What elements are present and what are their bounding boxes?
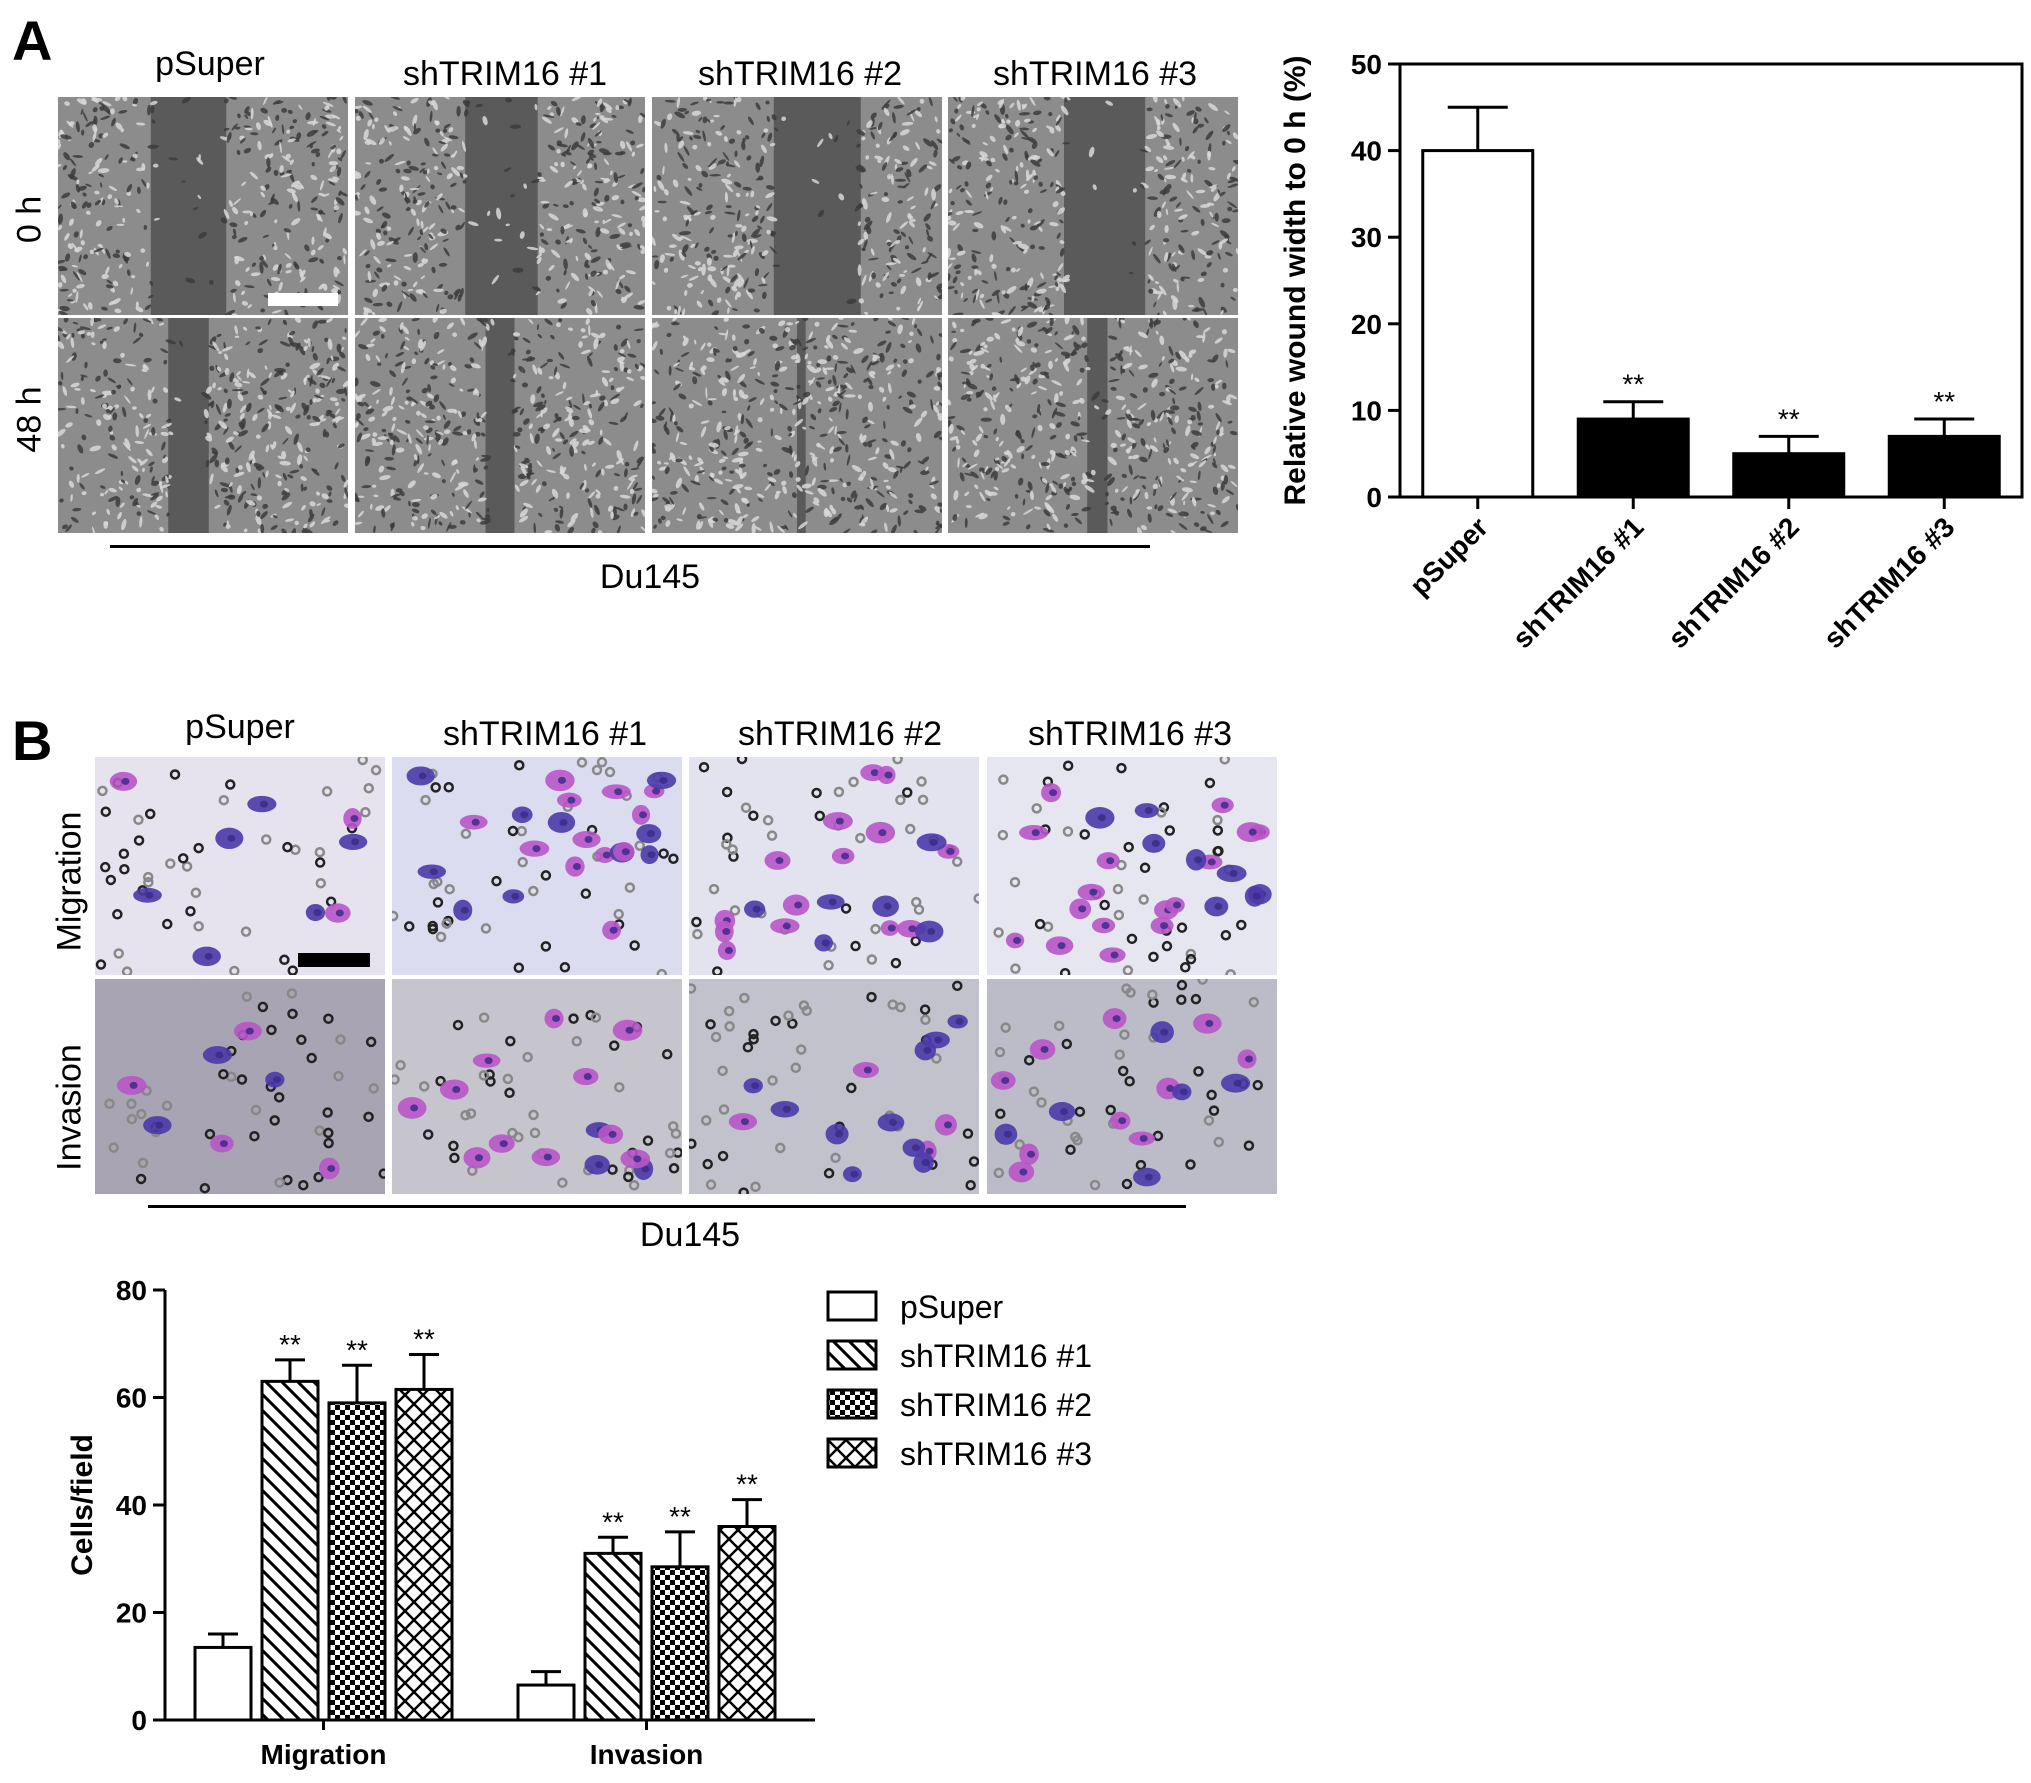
- bar: [327, 1401, 387, 1722]
- wound-micrograph: [355, 97, 645, 315]
- panel-b-col-label: shTRIM16 #2: [737, 715, 943, 753]
- panel-a-col-label: shTRIM16 #3: [992, 55, 1198, 93]
- panel-b-col-label: shTRIM16 #3: [1027, 715, 1233, 753]
- panel-b-col-label: shTRIM16 #1: [442, 715, 648, 753]
- panel-a-col-label: shTRIM16 #2: [697, 55, 903, 93]
- bar: [583, 1551, 643, 1722]
- y-tick-label: 30: [1351, 222, 1382, 253]
- x-tick-label: Migration: [261, 1739, 387, 1770]
- x-tick-label: shTRIM16 #1: [1507, 511, 1650, 654]
- bar: [1887, 434, 2001, 499]
- transwell-micrograph: [95, 979, 385, 1194]
- panel-b-letter: B: [12, 709, 53, 772]
- legend-label: shTRIM16 #1: [900, 1338, 1092, 1374]
- y-tick-label: 0: [131, 1705, 147, 1736]
- legend-swatch: [826, 1437, 878, 1469]
- significance-marker: **: [279, 1329, 301, 1360]
- panel-b-row-label: Migration: [50, 811, 89, 952]
- bar: [193, 1645, 253, 1722]
- y-tick-label: 0: [1366, 482, 1382, 513]
- panel-a-letter: A: [12, 9, 53, 72]
- bar: [650, 1565, 710, 1722]
- panel-a-col-label: pSuper: [155, 45, 265, 83]
- significance-marker: **: [669, 1501, 691, 1532]
- scale-bar: [268, 293, 338, 306]
- y-axis-label: Cells/field: [66, 1434, 99, 1576]
- y-tick-label: 20: [116, 1598, 147, 1629]
- panel-b-row-label: Invasion: [50, 1044, 89, 1171]
- transwell-micrograph: [392, 757, 682, 975]
- panel-b-cell-line-label: Du145: [639, 1216, 741, 1254]
- transwell-micrograph: [392, 979, 682, 1194]
- wound-width-bar-chart: Relative wound width to 0 h (%) 0 10 20 30 4…: [1279, 49, 2024, 654]
- significance-marker: **: [413, 1324, 435, 1355]
- bar: [1732, 452, 1846, 499]
- significance-marker: **: [736, 1469, 758, 1500]
- du145-underline: [110, 545, 1150, 548]
- transwell-micrograph: [987, 757, 1277, 975]
- wound-micrograph: [652, 318, 942, 533]
- y-tick-label: 60: [116, 1383, 147, 1414]
- wound-micrograph: [355, 318, 645, 533]
- wound-micrograph: [652, 97, 942, 315]
- legend-label: shTRIM16 #2: [900, 1387, 1092, 1423]
- legend-label: shTRIM16 #3: [900, 1436, 1092, 1472]
- bar: [1421, 149, 1535, 499]
- bar: [516, 1683, 576, 1722]
- y-tick-label: 40: [116, 1490, 147, 1521]
- bar: [394, 1387, 454, 1722]
- panel-a-row-label: 48 h: [10, 386, 49, 453]
- y-tick-label: 80: [116, 1275, 147, 1306]
- x-tick-label: shTRIM16 #2: [1662, 511, 1805, 654]
- transwell-micrograph: [689, 757, 979, 975]
- legend-swatch: [826, 1339, 878, 1371]
- panel-a-col-label: shTRIM16 #1: [402, 55, 608, 93]
- plot-frame: [1398, 62, 2024, 499]
- wound-micrograph: [948, 318, 1238, 533]
- du145-underline: [148, 1205, 1186, 1208]
- scale-bar: [298, 953, 370, 967]
- bar: [1576, 417, 1690, 499]
- transwell-micrograph: [987, 979, 1277, 1194]
- panel-a-row-label: 0 h: [10, 195, 49, 244]
- legend-swatch: [826, 1388, 878, 1420]
- bar: [260, 1379, 320, 1722]
- transwell-micrograph: [689, 979, 979, 1194]
- significance-marker: **: [1778, 403, 1800, 434]
- significance-marker: **: [1622, 369, 1644, 400]
- y-tick-label: 50: [1351, 49, 1382, 80]
- y-tick-label: 10: [1351, 395, 1382, 426]
- y-tick-label: 40: [1351, 136, 1382, 167]
- x-tick-label: pSuper: [1404, 511, 1494, 601]
- y-axis-label: Relative wound width to 0 h (%): [1279, 56, 1312, 506]
- x-tick-label: shTRIM16 #3: [1818, 511, 1961, 654]
- legend-label: pSuper: [900, 1289, 1004, 1325]
- panel-a-cell-line-label: Du145: [599, 558, 701, 596]
- significance-marker: **: [1933, 386, 1955, 417]
- x-tick-label: Invasion: [590, 1739, 704, 1770]
- wound-micrograph: [948, 97, 1238, 315]
- bar: [717, 1525, 777, 1722]
- cells-per-field-bar-chart: Cells/field 0 20 40 60 80 ** ** ** Migration ** **…: [66, 1275, 1092, 1770]
- wound-micrograph: [58, 97, 348, 315]
- y-tick-label: 20: [1351, 309, 1382, 340]
- wound-micrograph: [58, 318, 348, 533]
- significance-marker: **: [346, 1334, 368, 1365]
- transwell-micrograph: [95, 757, 385, 975]
- significance-marker: **: [602, 1506, 624, 1537]
- panel-b-col-label: pSuper: [185, 708, 295, 746]
- legend-swatch: [826, 1290, 878, 1322]
